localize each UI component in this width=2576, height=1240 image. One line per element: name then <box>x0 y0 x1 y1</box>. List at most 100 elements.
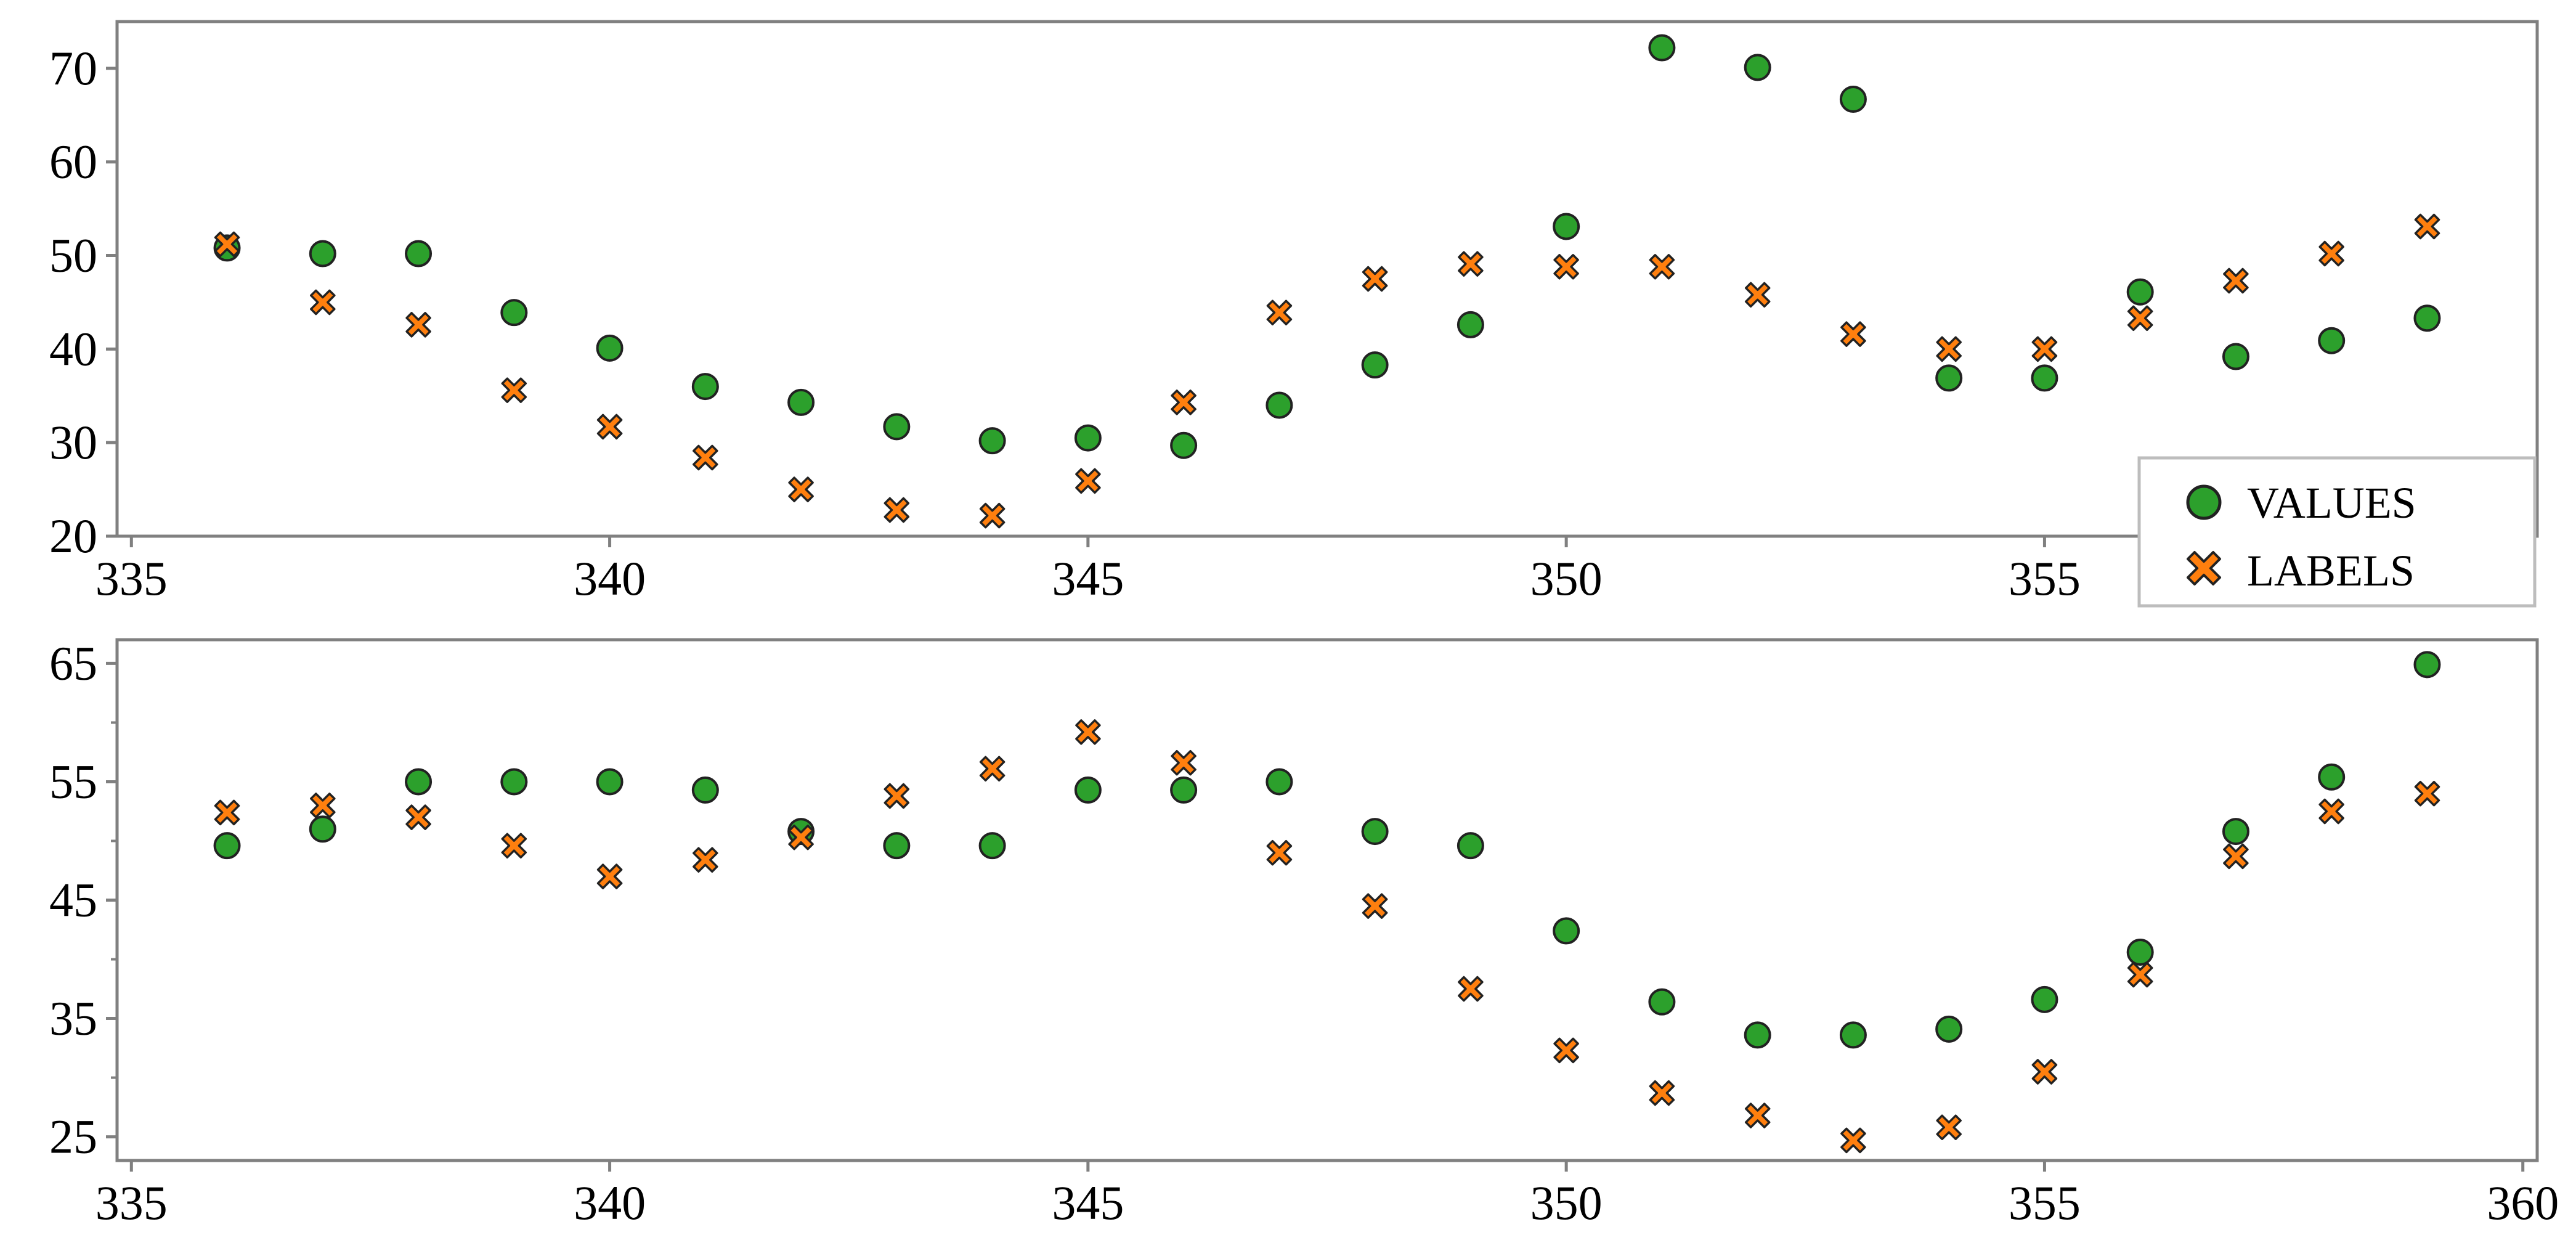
bottom-point-values-345 <box>1074 776 1102 804</box>
top-point-labels-358 <box>2318 240 2344 267</box>
bottom-point-labels-339 <box>501 833 527 859</box>
bottom-point-labels-351 <box>1649 1080 1675 1106</box>
top-ytick-label-20: 20 <box>49 509 97 563</box>
top-point-values-340 <box>596 334 624 362</box>
bottom-point-labels-340 <box>596 863 623 889</box>
top-point-values-349 <box>1457 311 1484 338</box>
bottom-point-values-344 <box>978 832 1006 860</box>
bottom-point-labels-343 <box>884 783 910 809</box>
top-xtick-label-340: 340 <box>574 552 646 605</box>
top-ytick-label-60: 60 <box>49 135 97 189</box>
bottom-point-values-346 <box>1170 776 1198 804</box>
top-point-labels-355 <box>2031 336 2058 362</box>
bottom-ytick-label-65: 65 <box>49 636 97 690</box>
top-point-values-348 <box>1361 351 1389 379</box>
bottom-point-values-358 <box>2318 763 2346 791</box>
top-point-labels-353 <box>1840 321 1866 347</box>
legend-marker-labels <box>2187 551 2221 585</box>
bottom-point-labels-338 <box>405 804 431 830</box>
top-point-labels-349 <box>1458 251 1484 277</box>
legend-marker-values <box>2186 484 2222 520</box>
top-point-values-343 <box>883 413 911 441</box>
top-point-values-342 <box>787 388 815 416</box>
bottom-ytick-label-55: 55 <box>49 754 97 808</box>
bottom-point-values-336 <box>213 832 241 860</box>
top-scatter-panel: 20 30 40 50 60 70 335 340 345 350 355 <box>49 20 2539 605</box>
bottom-scatter-panel: 25 35 45 55 65 335 340 345 350 355 360 <box>49 636 2559 1230</box>
bottom-point-values-354 <box>1935 1015 1963 1043</box>
top-point-labels-336 <box>214 231 240 258</box>
top-point-labels-357 <box>2223 267 2249 294</box>
top-point-labels-346 <box>1171 390 1197 415</box>
bottom-point-values-357 <box>2222 818 2249 846</box>
top-point-labels-340 <box>596 414 623 440</box>
bottom-xtick-label-350: 350 <box>1530 1176 1603 1230</box>
bottom-point-labels-353 <box>1840 1127 1866 1154</box>
bottom-point-labels-349 <box>1458 976 1484 1002</box>
legend: VALUES LABELS <box>2137 456 2537 608</box>
bottom-point-labels-341 <box>693 847 718 873</box>
bottom-xtick-label-340: 340 <box>574 1176 646 1230</box>
top-point-values-337 <box>309 240 336 267</box>
bottom-point-values-341 <box>691 776 719 804</box>
bottom-point-values-340 <box>596 768 624 796</box>
bottom-point-values-349 <box>1457 832 1484 860</box>
bottom-point-values-351 <box>1648 988 1676 1016</box>
bottom-point-labels-356 <box>2127 961 2153 988</box>
top-point-labels-343 <box>884 497 910 523</box>
top-point-values-341 <box>691 373 719 401</box>
legend-item-values: VALUES <box>2186 478 2416 528</box>
bottom-plot-frame <box>115 638 2539 1162</box>
bottom-point-labels-347 <box>1266 839 1293 866</box>
bottom-xtick-label-335: 335 <box>95 1176 168 1230</box>
legend-x-shape <box>2187 551 2221 585</box>
top-point-labels-339 <box>501 377 527 403</box>
bottom-point-labels-355 <box>2031 1059 2058 1085</box>
legend-label-labels: LABELS <box>2247 546 2415 595</box>
bottom-point-values-356 <box>2126 939 2154 966</box>
bottom-point-labels-337 <box>310 793 336 818</box>
bottom-point-values-339 <box>500 768 528 796</box>
top-point-labels-359 <box>2414 213 2440 240</box>
top-point-values-338 <box>405 240 433 267</box>
bottom-point-values-337 <box>309 815 336 843</box>
bottom-point-labels-352 <box>1744 1103 1771 1128</box>
bottom-point-values-343 <box>883 832 911 860</box>
legend-item-labels: LABELS <box>2187 546 2415 595</box>
top-point-labels-351 <box>1649 254 1675 280</box>
bottom-xtick-label-355: 355 <box>2009 1176 2081 1230</box>
top-point-labels-356 <box>2127 305 2153 332</box>
top-point-values-355 <box>2031 364 2058 392</box>
top-point-labels-347 <box>1266 300 1293 325</box>
top-point-labels-348 <box>1362 266 1388 292</box>
bottom-xtick-label-345: 345 <box>1052 1176 1124 1230</box>
bottom-point-labels-354 <box>1936 1114 1962 1140</box>
bottom-point-values-347 <box>1266 768 1293 796</box>
top-point-labels-354 <box>1936 336 1962 362</box>
top-point-values-346 <box>1170 431 1198 459</box>
bottom-point-labels-344 <box>979 756 1006 782</box>
top-point-labels-352 <box>1744 282 1771 308</box>
bottom-point-labels-350 <box>1553 1037 1579 1064</box>
bottom-point-values-353 <box>1839 1021 1867 1049</box>
bottom-point-values-350 <box>1553 917 1580 945</box>
top-point-labels-338 <box>405 312 431 338</box>
top-xtick-label-350: 350 <box>1530 552 1603 605</box>
top-point-values-359 <box>2413 304 2441 332</box>
top-ytick-label-30: 30 <box>49 415 97 469</box>
top-point-labels-350 <box>1553 254 1579 280</box>
bottom-point-values-355 <box>2031 985 2058 1013</box>
top-ytick-label-50: 50 <box>49 229 97 282</box>
top-point-values-356 <box>2126 278 2154 306</box>
top-point-values-345 <box>1074 424 1102 452</box>
top-point-values-358 <box>2318 327 2346 354</box>
top-point-labels-337 <box>310 289 336 316</box>
bottom-point-labels-358 <box>2318 798 2344 825</box>
legend-label-values: VALUES <box>2247 478 2416 528</box>
bottom-xtick-label-360: 360 <box>2487 1176 2559 1230</box>
top-xtick-label-355: 355 <box>2009 552 2081 605</box>
top-point-values-354 <box>1935 364 1963 392</box>
top-point-values-344 <box>978 427 1006 455</box>
top-point-values-347 <box>1266 391 1293 419</box>
bottom-point-values-359 <box>2413 651 2441 679</box>
